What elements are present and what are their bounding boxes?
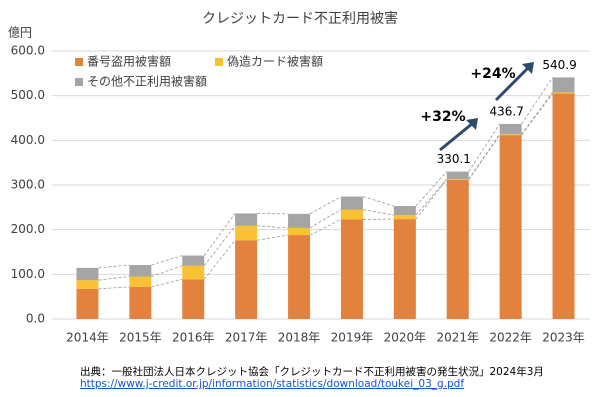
bar-segment — [552, 93, 575, 319]
x-tick-label: 2016年 — [172, 331, 215, 345]
connector — [415, 171, 448, 207]
bar-segment — [129, 276, 152, 287]
bar-segment — [76, 267, 99, 281]
legend-swatch — [75, 78, 83, 86]
connector — [151, 265, 183, 277]
connector — [309, 219, 342, 236]
bar-segment — [129, 286, 152, 319]
connector — [468, 134, 500, 180]
legend-label: 番号盗用被害額 — [87, 54, 171, 69]
total-label: 540.9 — [542, 58, 576, 72]
bar-segment — [393, 205, 416, 216]
total-label: 436.7 — [489, 104, 523, 118]
bar-segment — [76, 280, 99, 289]
y-tick-label: 600.0 — [11, 44, 45, 58]
bar-segment — [552, 77, 575, 93]
y-tick-label: 400.0 — [11, 133, 45, 147]
growth-arrow — [494, 65, 531, 102]
bar-segment — [499, 135, 522, 319]
bar-segment — [499, 123, 522, 135]
bar-segment — [182, 265, 205, 280]
connector — [521, 93, 553, 136]
x-tick-label: 2022年 — [489, 331, 532, 345]
connector — [203, 213, 236, 256]
connector — [415, 178, 448, 216]
y-tick-label: 300.0 — [11, 178, 45, 192]
chart-title: クレジットカード不正利用被害 — [202, 11, 398, 27]
x-tick-label: 2023年 — [542, 331, 585, 345]
connector — [203, 225, 236, 266]
connector — [362, 196, 394, 207]
x-tick-label: 2017年 — [225, 331, 268, 345]
x-tick-label: 2019年 — [331, 331, 374, 345]
bar-segment — [235, 213, 258, 226]
bar-segment — [340, 196, 363, 210]
bar-segment — [235, 225, 258, 241]
connector — [309, 209, 342, 229]
bar-segment — [393, 215, 416, 220]
y-tick-label: 100.0 — [11, 267, 45, 281]
bar-segment — [288, 227, 311, 236]
connector — [257, 234, 289, 241]
bar-segment — [182, 279, 205, 319]
source: 出典：一般社団法人日本クレジット協会「クレジットカード不正利用被害の発生状況」2… — [80, 366, 544, 378]
legend-label: その他不正利用被害額 — [87, 74, 207, 89]
connector — [468, 123, 500, 172]
legend-swatch — [215, 58, 223, 66]
source-url-row: https://www.j-credit.or.jp/information/s… — [80, 378, 464, 390]
connector — [151, 255, 183, 266]
connector — [521, 77, 553, 125]
bar-segment — [499, 134, 522, 136]
growth-arrow — [439, 121, 474, 152]
bar-segment — [446, 179, 469, 319]
bar-segment — [393, 219, 416, 319]
bar-segment — [76, 288, 99, 319]
connector — [257, 225, 289, 229]
bar-segment — [235, 240, 258, 319]
bar-segment — [552, 92, 575, 94]
x-tick-label: 2021年 — [436, 331, 479, 345]
bar-segment — [129, 264, 152, 277]
bar-segment — [340, 219, 363, 319]
y-tick-label: 200.0 — [11, 222, 45, 236]
x-tick-label: 2018年 — [278, 331, 321, 345]
x-tick-label: 2014年 — [66, 331, 109, 345]
total-label: 330.1 — [437, 152, 471, 166]
connector — [98, 286, 130, 290]
bar-segment — [182, 255, 205, 266]
growth-label: +24% — [470, 66, 515, 82]
legend-label: 偽造カード被害額 — [227, 54, 323, 69]
connector — [98, 276, 130, 281]
bar-segment — [288, 235, 311, 319]
connector — [309, 196, 342, 215]
connector — [151, 278, 183, 288]
connector — [468, 134, 500, 181]
connector — [203, 240, 236, 280]
bar-segment — [446, 171, 469, 180]
connector — [415, 179, 448, 220]
connector — [362, 209, 394, 216]
y-tick-label: 500.0 — [11, 88, 45, 102]
x-tick-label: 2015年 — [119, 331, 162, 345]
growth-label: +32% — [420, 109, 465, 125]
connector — [98, 264, 130, 269]
connector — [521, 92, 553, 135]
growth-arrow-head — [466, 118, 478, 130]
bar-segment — [446, 179, 469, 180]
legend-swatch — [75, 58, 83, 66]
y-tick-label: 0.0 — [26, 312, 45, 326]
growth-arrow-head — [522, 62, 534, 74]
y-unit: 億円 — [8, 26, 32, 40]
bar-segment — [340, 209, 363, 220]
bar-segment — [288, 213, 311, 228]
x-tick-label: 2020年 — [384, 331, 427, 345]
source-link[interactable]: https://www.j-credit.or.jp/information/s… — [80, 378, 465, 390]
